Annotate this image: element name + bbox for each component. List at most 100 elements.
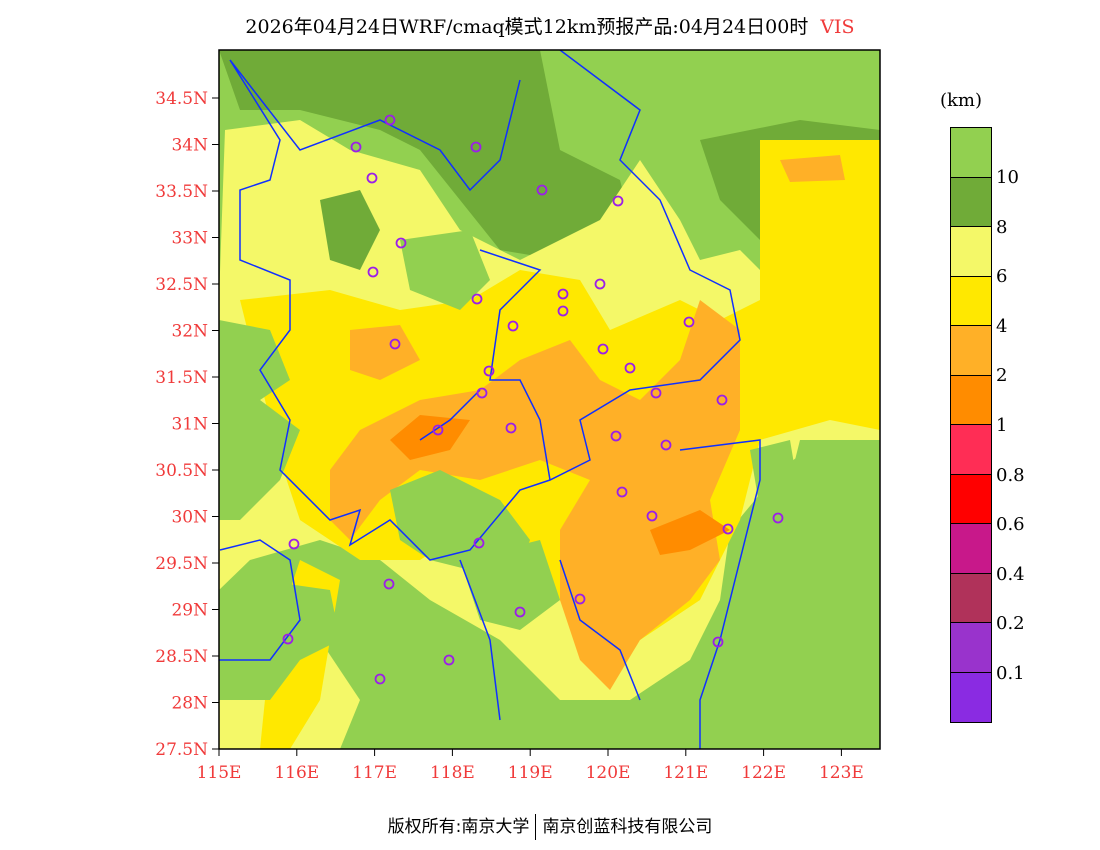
- legend-swatch: [951, 573, 991, 623]
- legend-swatch: [951, 128, 991, 178]
- lon-label: 115E: [197, 763, 242, 783]
- city-marker: [612, 195, 624, 207]
- title-text: 2026年04月24日WRF/cmaq模式12km预报产品:04月24日00时: [245, 16, 809, 38]
- city-marker: [597, 343, 609, 355]
- city-marker: [660, 439, 672, 451]
- legend-label: 0.1: [996, 663, 1025, 684]
- legend-swatch: [951, 177, 991, 227]
- city-marker: [722, 523, 734, 535]
- plot-frame: [218, 49, 881, 750]
- city-marker: [366, 172, 378, 184]
- lat-label: 28N: [171, 694, 208, 714]
- footer-separator: [535, 814, 537, 840]
- city-marker: [432, 424, 444, 436]
- orange-region: [650, 510, 730, 555]
- city-marker: [374, 673, 386, 685]
- green-patch: [460, 540, 560, 630]
- lat-label: 29.5N: [155, 554, 208, 574]
- legend-label: 1: [996, 415, 1008, 436]
- city-marker: [557, 305, 569, 317]
- city-marker: [716, 394, 728, 406]
- lat-label: 31N: [171, 415, 208, 435]
- city-marker: [557, 288, 569, 300]
- map-title: 2026年04月24日WRF/cmaq模式12km预报产品:04月24日00时 V…: [0, 12, 1100, 39]
- lat-label: 32N: [171, 322, 208, 342]
- legend-label: 0.8: [996, 464, 1025, 486]
- city-marker: [772, 512, 784, 524]
- legend-swatch: [951, 524, 991, 574]
- legend-label: 0.4: [996, 563, 1025, 585]
- lat-label: 32.5N: [155, 275, 208, 295]
- city-marker: [367, 266, 379, 278]
- lon-label: 119E: [508, 763, 553, 783]
- city-marker: [594, 278, 606, 290]
- city-marker: [483, 365, 495, 377]
- legend-swatch: [951, 474, 991, 524]
- city-marker: [350, 141, 362, 153]
- city-marker: [683, 316, 695, 328]
- lat-label: 27.5N: [155, 740, 208, 760]
- city-marker: [395, 237, 407, 249]
- lat-label: 33N: [171, 229, 208, 249]
- legend-label: 6: [996, 266, 1008, 288]
- city-marker: [624, 362, 636, 374]
- city-marker: [443, 654, 455, 666]
- lat-label: 33.5N: [155, 182, 208, 202]
- lat-label: 30N: [171, 508, 208, 528]
- lon-label: 123E: [819, 763, 864, 783]
- legend-unit: (km): [940, 90, 983, 111]
- city-marker: [616, 486, 628, 498]
- city-marker: [470, 141, 482, 153]
- green-patch: [320, 190, 380, 270]
- city-marker: [712, 636, 724, 648]
- lon-label: 121E: [663, 763, 708, 783]
- legend-label: 4: [996, 315, 1008, 337]
- lat-label: 30.5N: [155, 461, 208, 481]
- axis-ticks: 27.5N 28N 28.5N 29N 29.5N 30N 30.5N 31N 31.5N 32N…: [155, 89, 864, 783]
- copyright-right: 南京创蓝科技有限公司: [542, 817, 713, 837]
- legend-label: 8: [996, 216, 1008, 238]
- legend-swatch: [951, 425, 991, 475]
- city-marker: [471, 293, 483, 305]
- city-marker: [282, 633, 294, 645]
- lon-label: 116E: [274, 763, 319, 783]
- city-marker: [473, 537, 485, 549]
- legend-swatch: [951, 276, 991, 326]
- lat-label: 28.5N: [155, 647, 208, 667]
- variable-label: VIS: [820, 16, 855, 38]
- lon-label: 122E: [741, 763, 786, 783]
- city-marker: [514, 606, 526, 618]
- city-marker: [507, 320, 519, 332]
- legend-swatch: [951, 227, 991, 277]
- legend-label: 10: [996, 167, 1019, 188]
- city-marker: [288, 538, 300, 550]
- lat-label: 34.5N: [155, 89, 208, 109]
- legend-label: 0.6: [996, 514, 1025, 536]
- green-patch: [400, 230, 490, 310]
- legend-label: 2: [996, 365, 1008, 387]
- copyright-left: 版权所有:南京大学: [387, 817, 530, 837]
- city-marker: [505, 422, 517, 434]
- city-marker: [384, 114, 396, 126]
- legend-swatch: [951, 672, 991, 722]
- visibility-field: [219, 50, 880, 749]
- lon-label: 118E: [430, 763, 475, 783]
- lat-label: 29N: [171, 601, 208, 621]
- legend-swatch: [951, 375, 991, 425]
- city-marker: [574, 593, 586, 605]
- color-legend: [950, 127, 992, 723]
- city-marker: [389, 338, 401, 350]
- city-marker: [646, 510, 658, 522]
- orange-region: [390, 415, 470, 460]
- lat-label: 34N: [171, 136, 208, 156]
- lon-label: 117E: [352, 763, 397, 783]
- lon-label: 120E: [586, 763, 631, 783]
- orange-light-region: [350, 325, 420, 380]
- legend-swatch: [951, 326, 991, 376]
- province-border: [219, 50, 761, 749]
- city-marker: [476, 387, 488, 399]
- legend-label: 0.2: [996, 613, 1025, 635]
- city-marker: [610, 430, 622, 442]
- city-marker: [536, 184, 548, 196]
